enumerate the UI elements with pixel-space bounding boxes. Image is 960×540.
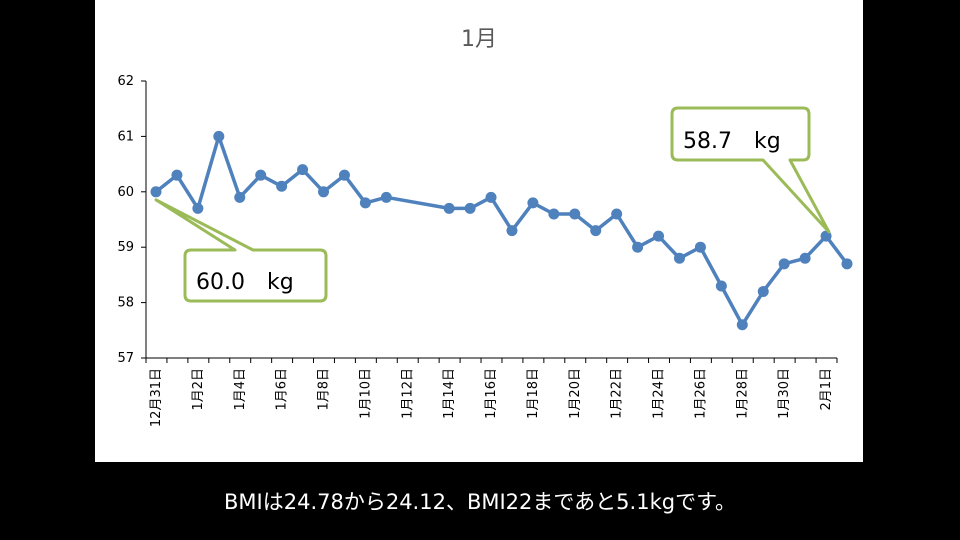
y-tick-label: 60 (117, 185, 134, 200)
data-point (380, 191, 392, 203)
x-tick-label: 1月14日 (442, 368, 457, 419)
data-point (841, 258, 853, 270)
data-point (276, 180, 288, 192)
x-tick-label: 1月18日 (526, 368, 541, 419)
x-tick-label: 1月22日 (610, 368, 625, 419)
data-point (736, 319, 748, 331)
data-point (611, 208, 623, 220)
data-point (778, 258, 790, 270)
callout-end (670, 106, 831, 234)
chart-card: 1月 57 58 59 60 61 62 12月31日 1月2日 1月4日 1月6日 1月8日 1月10… (95, 0, 863, 462)
x-tick-label: 1月20日 (568, 368, 583, 419)
weight-line-chart: 1月 57 58 59 60 61 62 12月31日 1月2日 1月4日 1月6日 1月8日 1月10… (117, 27, 853, 427)
x-tick-label: 1月16日 (484, 368, 499, 419)
data-point (464, 202, 476, 214)
data-point (757, 286, 769, 298)
x-tick-label: 12月31日 (149, 368, 164, 427)
y-tick-label: 59 (117, 240, 134, 255)
y-tick-label: 57 (117, 351, 134, 366)
data-point (213, 130, 225, 142)
data-point (673, 252, 685, 264)
x-tick-label: 2月1日 (819, 368, 834, 411)
callout-start (154, 198, 328, 303)
x-tick-label: 1月30日 (777, 368, 792, 419)
data-point (715, 280, 727, 292)
data-point (632, 241, 644, 253)
data-point (799, 252, 811, 264)
data-point (255, 169, 267, 181)
x-tick-label: 1月28日 (735, 368, 750, 419)
x-tick-label: 1月26日 (693, 368, 708, 419)
callout-start-text: 60.0 kg (196, 270, 294, 295)
bmi-caption: BMIは24.78から24.12、BMI22まであと5.1kgです。 (224, 490, 736, 514)
data-point (527, 197, 539, 209)
data-point (297, 164, 309, 176)
data-point (171, 169, 183, 181)
data-point (590, 225, 602, 237)
x-tick-label: 1月8日 (317, 368, 332, 411)
data-point (150, 186, 162, 198)
data-point (485, 191, 497, 203)
data-point (506, 225, 518, 237)
data-point (569, 208, 581, 220)
data-point (234, 191, 246, 203)
data-point (338, 169, 350, 181)
chart-title: 1月 (461, 27, 497, 52)
y-tick-label: 62 (117, 74, 134, 89)
data-point (318, 186, 330, 198)
x-tick-label: 1月4日 (233, 368, 248, 411)
y-tick-label: 61 (117, 129, 134, 144)
data-point (359, 197, 371, 209)
data-point (443, 202, 455, 214)
data-point (694, 241, 706, 253)
x-tick-label: 1月12日 (400, 368, 415, 419)
callout-end-text: 58.7 kg (683, 129, 781, 154)
data-point (192, 202, 204, 214)
data-point (548, 208, 560, 220)
x-tick-label: 1月6日 (275, 368, 290, 411)
x-tick-label: 1月10日 (358, 368, 373, 419)
data-point (653, 230, 665, 242)
x-tick-label: 1月2日 (191, 368, 206, 411)
x-tick-label: 1月24日 (652, 368, 667, 419)
y-tick-label: 58 (117, 296, 134, 311)
